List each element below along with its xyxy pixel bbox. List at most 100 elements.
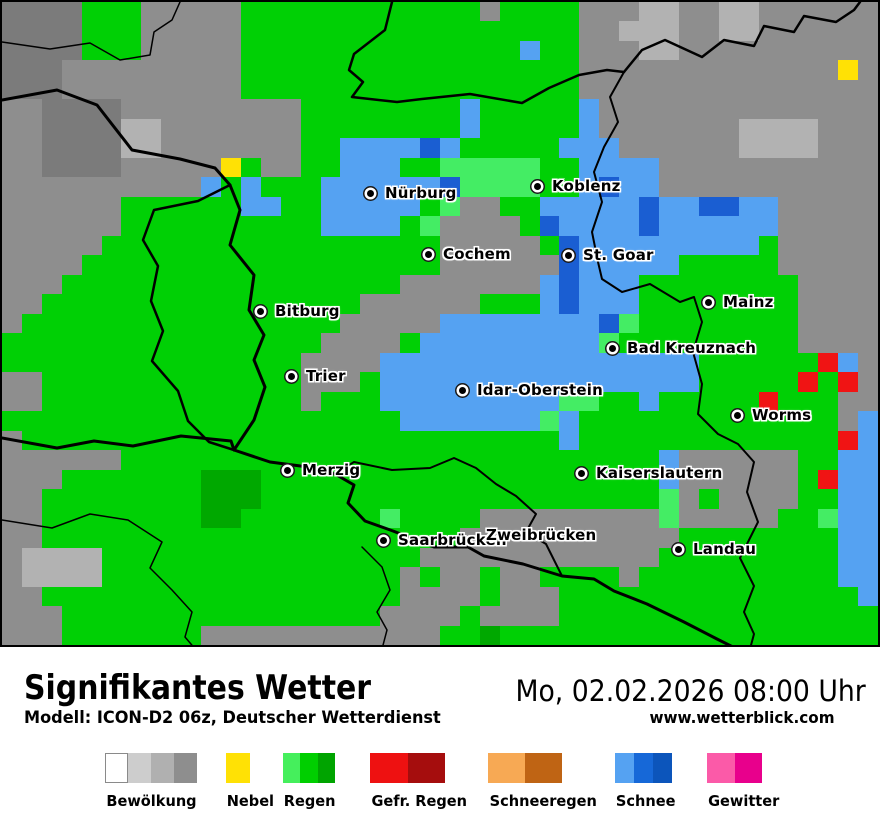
city-label: St. Goar: [583, 246, 654, 264]
city-marker-zweibr-cken: Zweibrücken: [486, 526, 596, 544]
map-cell: [440, 255, 559, 275]
map-cell: [321, 197, 420, 216]
map-cell: [818, 372, 838, 392]
legend-color-swatch: [105, 753, 128, 783]
map-cell: [2, 372, 42, 392]
city-marker-bitburg: Bitburg: [257, 302, 340, 320]
map-cell: [281, 197, 321, 216]
weather-map: Nürburg Koblenz Cochem St. Goar Bitburg Mainz…: [0, 0, 880, 647]
map-cell: [540, 275, 559, 294]
map-cell: [480, 294, 540, 314]
map-cell: [818, 470, 838, 489]
map-cell: [400, 275, 540, 294]
map-cell: [62, 470, 201, 489]
legend-swatches: [370, 753, 469, 783]
map-cell: [2, 216, 121, 236]
map-cell: [838, 372, 858, 392]
city-marker-idar-oberstein: Idar-Oberstein: [459, 381, 603, 399]
map-cell: [400, 411, 540, 431]
map-cell: [838, 567, 878, 587]
city-marker-bad-kreuznach: Bad Kreuznach: [609, 339, 756, 357]
map-cell: [838, 528, 878, 548]
map-cell: [301, 158, 340, 177]
map-cell: [838, 353, 858, 372]
legend-label: Gefr. Regen: [371, 792, 468, 810]
city-dot-icon: [380, 536, 387, 544]
map-cell: [460, 177, 540, 197]
map-cell: [838, 392, 878, 411]
legend-color-swatch: [174, 753, 197, 783]
map-cell: [540, 158, 579, 177]
legend-group-nebel: Nebel: [226, 753, 275, 810]
map-cell: [360, 372, 380, 392]
map-cell: [321, 392, 380, 411]
map-cell: [559, 294, 579, 314]
map-cell: [2, 255, 82, 275]
map-cell: [559, 392, 599, 411]
map-cell: [440, 158, 540, 177]
map-cell: [559, 236, 579, 255]
city-dot-icon: [609, 344, 616, 352]
map-cell: [440, 177, 460, 197]
map-cell: [798, 470, 818, 489]
map-cell: [420, 216, 440, 236]
map-cell: [778, 216, 878, 236]
city-marker-st-goar: St. Goar: [565, 246, 654, 264]
legend-group-bew-lkung: Bewölkung: [105, 753, 198, 810]
legend-label: Gewitter: [708, 792, 780, 810]
city-marker-kaiserslautern: Kaiserslautern: [578, 464, 722, 482]
legend-swatches: [707, 753, 780, 783]
map-cell: [540, 294, 559, 314]
map-cell: [778, 255, 878, 275]
map-cell: [858, 353, 878, 372]
map-cell: [559, 411, 579, 431]
legend-color-swatch: [283, 753, 301, 783]
city-label: Idar-Oberstein: [477, 381, 604, 399]
map-cell: [500, 197, 540, 216]
legend-group-regen: Regen: [283, 753, 336, 810]
city-marker-merzig: Merzig: [284, 461, 360, 479]
map-cell: [400, 333, 420, 353]
city-marker-saarbr-cken: Saarbrücken: [380, 531, 507, 549]
map-cell: [301, 119, 460, 138]
map-cell: [818, 353, 838, 372]
city-marker-landau: Landau: [675, 540, 756, 558]
map-cell: [460, 119, 480, 138]
city-label: Zweibrücken: [486, 526, 597, 544]
map-cell: [818, 119, 878, 138]
map-cell: [778, 236, 878, 255]
map-cell: [480, 119, 579, 138]
map-cell: [2, 294, 42, 314]
map-cell: [838, 489, 878, 509]
map-cell: [2, 236, 102, 255]
city-marker-koblenz: Koblenz: [534, 177, 621, 195]
map-cell: [2, 470, 62, 489]
map-cell: [400, 216, 420, 236]
map-cell: [798, 450, 838, 470]
legend-color-swatch: [300, 753, 318, 783]
legend-label: Schneeregen: [489, 792, 597, 810]
legend-color-swatch: [151, 753, 174, 783]
map-cell: [340, 158, 400, 177]
map-cell: [818, 509, 838, 528]
map-cell: [778, 509, 818, 528]
map-cell: [261, 158, 301, 177]
legend-color-swatch: [615, 753, 634, 783]
city-dot-icon: [578, 469, 585, 477]
city-marker-worms: Worms: [734, 406, 811, 424]
city-label: Bitburg: [275, 302, 340, 320]
city-dot-icon: [367, 189, 374, 197]
map-cell: [440, 197, 460, 216]
city-label: Merzig: [302, 461, 361, 479]
city-dot-icon: [534, 182, 541, 190]
map-cell: [540, 236, 559, 255]
legend-group-schnee: Schnee: [615, 753, 676, 810]
city-label: Landau: [693, 540, 757, 558]
map-cell: [460, 197, 500, 216]
map-cell: [838, 509, 878, 528]
city-dot-icon: [284, 466, 291, 474]
legend-label: Bewölkung: [106, 792, 197, 810]
legend-group-gefr-regen: Gefr. Regen: [370, 753, 469, 810]
legend-color-swatch: [634, 753, 653, 783]
